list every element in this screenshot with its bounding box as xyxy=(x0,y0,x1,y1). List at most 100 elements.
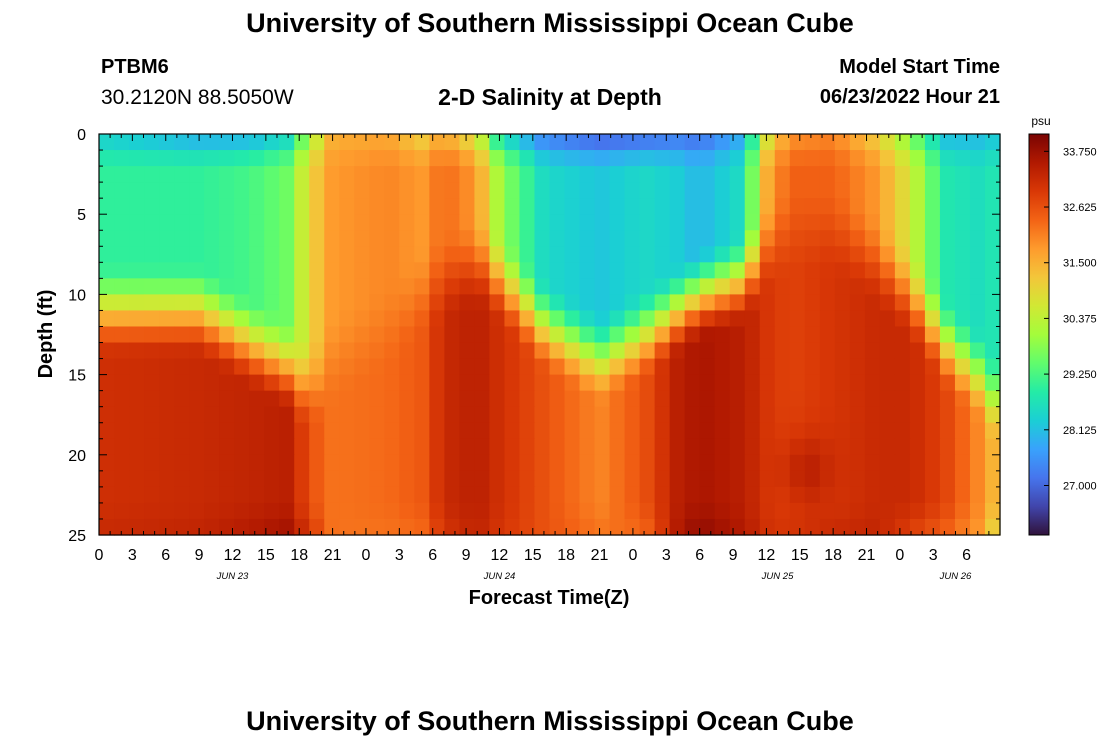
heatmap-cell xyxy=(759,454,776,472)
heatmap-cell xyxy=(939,134,956,151)
heatmap-cell xyxy=(174,470,190,488)
heatmap-cell xyxy=(399,198,415,215)
heatmap-cell xyxy=(159,198,175,215)
heatmap-cell xyxy=(669,422,686,440)
heatmap-cell xyxy=(669,454,686,472)
heatmap-cell xyxy=(429,182,445,199)
heatmap-cell xyxy=(369,438,385,456)
heatmap-cell xyxy=(699,406,716,424)
heatmap-cell xyxy=(714,278,731,295)
heatmap-cell xyxy=(519,214,536,231)
heatmap-cell xyxy=(864,374,881,392)
heatmap-cell xyxy=(759,486,776,504)
heatmap-cell xyxy=(879,310,896,328)
heatmap-cell xyxy=(759,502,776,520)
heatmap-cell xyxy=(849,374,866,392)
heatmap-cell xyxy=(519,502,536,520)
heatmap-cell xyxy=(819,422,836,440)
heatmap-cell xyxy=(969,198,986,215)
heatmap-cell xyxy=(954,454,971,472)
x-tick-label: 6 xyxy=(962,547,971,564)
heatmap-cell xyxy=(114,438,130,456)
x-tick-label: 0 xyxy=(362,547,371,564)
heatmap-cell xyxy=(624,502,641,520)
heatmap-cell xyxy=(219,406,235,424)
heatmap-cell xyxy=(549,294,566,312)
heatmap-cell xyxy=(204,438,220,456)
heatmap-cell xyxy=(894,454,911,472)
heatmap-cell xyxy=(774,406,791,424)
heatmap-cell xyxy=(834,390,851,408)
heatmap-cell xyxy=(114,326,130,344)
heatmap-cell xyxy=(279,422,295,440)
heatmap-cell xyxy=(669,518,686,536)
heatmap-cell xyxy=(564,502,581,520)
heatmap-cell xyxy=(339,406,355,424)
heatmap-cell xyxy=(969,230,986,247)
heatmap-cell xyxy=(744,486,761,504)
heatmap-cell xyxy=(954,182,971,199)
heatmap-cell xyxy=(894,294,911,312)
heatmap-cell xyxy=(459,502,476,520)
heatmap-cell xyxy=(684,438,701,456)
heatmap-cell xyxy=(354,406,370,424)
heatmap-cell xyxy=(804,454,821,472)
heatmap-cell xyxy=(114,374,130,392)
heatmap-cell xyxy=(549,342,566,360)
heatmap-cell xyxy=(219,278,235,295)
heatmap-cell xyxy=(309,518,325,536)
heatmap-cell xyxy=(984,150,1001,167)
heatmap-cell xyxy=(639,374,656,392)
heatmap-cell xyxy=(249,390,265,408)
heatmap-cell xyxy=(579,294,596,312)
heatmap-cell xyxy=(624,134,641,151)
heatmap-cell xyxy=(234,470,250,488)
heatmap-cell xyxy=(219,518,235,536)
heatmap-cell xyxy=(414,422,430,440)
heatmap-cell xyxy=(264,134,280,151)
heatmap-cell xyxy=(849,182,866,199)
heatmap-cell xyxy=(189,150,205,167)
heatmap-cell xyxy=(174,326,190,344)
heatmap-cell xyxy=(204,422,220,440)
heatmap-cell xyxy=(129,150,145,167)
heatmap-cell xyxy=(459,310,476,328)
heatmap-cell xyxy=(414,214,430,231)
heatmap-cell xyxy=(324,390,340,408)
heatmap-cell xyxy=(744,342,761,360)
heatmap-cell xyxy=(699,374,716,392)
heatmap-cell xyxy=(864,422,881,440)
heatmap-cell xyxy=(864,134,881,151)
heatmap-cell xyxy=(279,374,295,392)
heatmap-cell xyxy=(549,134,566,151)
heatmap-cell xyxy=(594,422,611,440)
heatmap-cell xyxy=(564,406,581,424)
heatmap-cell xyxy=(639,262,656,279)
heatmap-cell xyxy=(159,518,175,536)
heatmap-cell xyxy=(609,310,626,328)
heatmap-cell xyxy=(909,198,926,215)
heatmap-cell xyxy=(579,454,596,472)
heatmap-cell xyxy=(219,358,235,376)
heatmap-cell xyxy=(324,246,340,263)
heatmap-cell xyxy=(609,230,626,247)
heatmap-cell xyxy=(984,454,1001,472)
heatmap-cell xyxy=(489,422,506,440)
heatmap-cell xyxy=(774,310,791,328)
heatmap-cell xyxy=(534,406,551,424)
heatmap-cell xyxy=(939,214,956,231)
colorbar-unit: psu xyxy=(1031,114,1050,128)
heatmap-cell xyxy=(594,358,611,376)
heatmap-cell xyxy=(744,470,761,488)
heatmap-cell xyxy=(399,310,415,328)
heatmap-cell xyxy=(384,406,400,424)
heatmap-cell xyxy=(189,390,205,408)
heatmap-cell xyxy=(579,422,596,440)
heatmap-cell xyxy=(894,278,911,295)
heatmap-cell xyxy=(459,454,476,472)
heatmap-cell xyxy=(519,486,536,504)
heatmap-cell xyxy=(354,390,370,408)
heatmap-cell xyxy=(249,214,265,231)
x-axis-title: Forecast Time(Z) xyxy=(469,587,630,609)
heatmap-cell xyxy=(414,406,430,424)
